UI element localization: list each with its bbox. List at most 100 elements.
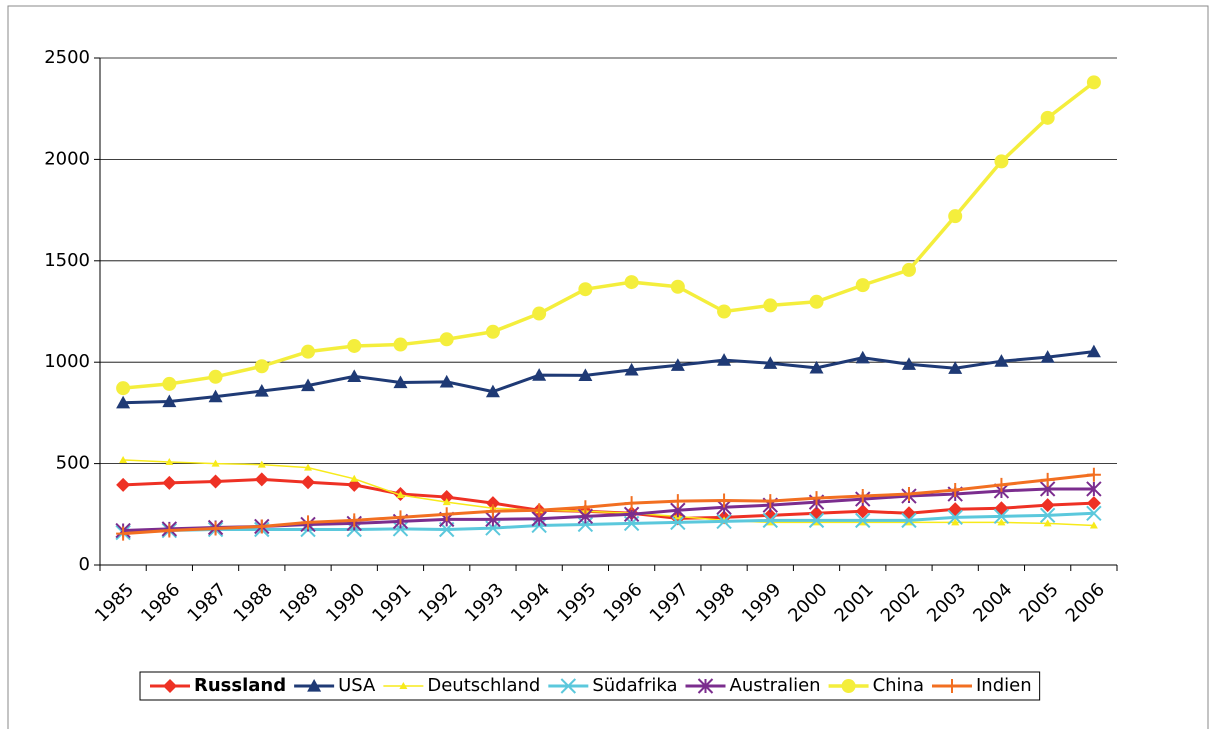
marker [717,353,732,366]
marker-shape [624,275,639,290]
marker [301,344,316,359]
marker-shape [162,475,177,490]
x-tick-label: 1992 [415,579,462,626]
marker-shape [162,376,177,391]
marker [670,279,685,294]
marker-shape [809,360,824,374]
marker-shape [485,496,500,511]
marker-shape [945,679,959,693]
marker [855,350,870,364]
marker-shape [254,519,269,534]
marker-shape [393,510,408,525]
marker-shape [347,513,362,528]
marker-shape [116,395,131,409]
marker [901,487,916,502]
marker [257,460,266,468]
marker [762,512,779,529]
marker [994,501,1009,516]
marker [347,338,362,353]
marker-shape [350,474,359,482]
marker-shape [485,384,500,398]
marker-shape [393,375,408,389]
marker-shape [670,514,686,531]
marker [439,374,454,388]
marker-shape [716,513,732,530]
marker [208,389,223,403]
marker-shape [948,502,963,517]
marker-shape [165,457,174,465]
marker-shape [208,521,223,536]
marker [716,513,732,530]
marker [763,298,778,313]
marker [532,503,547,518]
marker-shape [948,209,963,224]
marker [208,521,223,536]
x-tick-label: 2000 [784,579,831,626]
legend-label: China [873,675,924,696]
marker [717,493,732,508]
x-tick-label: 1998 [692,579,739,626]
marker [948,482,963,497]
marker-shape [301,344,316,359]
marker-shape [1086,481,1102,497]
marker [763,508,778,523]
marker [901,357,916,370]
marker-shape [1089,521,1098,529]
marker-shape [994,354,1009,367]
marker-shape [485,324,500,339]
marker [809,294,824,309]
x-tick-label: 1990 [322,579,369,626]
marker-shape [1086,467,1101,482]
marker [1086,467,1101,482]
marker [393,337,408,352]
marker-shape [717,493,732,508]
marker [948,209,963,224]
marker [1086,75,1101,90]
marker [439,332,454,347]
marker [808,512,825,529]
marker-shape [347,338,362,353]
marker-shape [855,278,870,293]
marker [532,368,547,381]
marker-shape [439,374,454,388]
marker-shape [301,475,316,490]
marker [901,506,916,521]
marker-shape [809,294,824,309]
marker-shape [485,504,500,519]
marker [485,324,500,339]
x-tick-label: 2006 [1062,579,1109,626]
marker [855,278,870,293]
x-tick-label: 1996 [599,579,646,626]
marker-shape [1086,496,1101,511]
marker-shape [254,383,269,397]
marker [809,491,824,506]
marker [994,154,1009,169]
legend-label: Südafrika [592,675,677,696]
marker [393,510,408,525]
marker [945,679,959,693]
marker [439,507,454,522]
y-tick-label: 0 [79,554,90,575]
marker-shape [855,489,870,504]
marker-shape [947,509,963,526]
marker-shape [257,460,266,468]
marker [1086,481,1102,497]
marker-shape [1043,519,1052,527]
marker-shape [855,350,870,364]
y-tick-label: 500 [56,453,90,474]
marker [393,375,408,389]
marker [901,262,916,277]
marker-shape [670,358,685,371]
marker-shape [439,490,454,505]
marker-shape [162,523,177,538]
marker-shape [948,361,963,374]
marker-shape [951,518,960,526]
marker-shape [307,679,322,692]
marker-shape [304,463,313,471]
marker [993,508,1010,525]
marker [116,526,131,541]
marker [116,477,131,492]
series-line [123,473,1095,536]
marker-shape [670,279,685,294]
